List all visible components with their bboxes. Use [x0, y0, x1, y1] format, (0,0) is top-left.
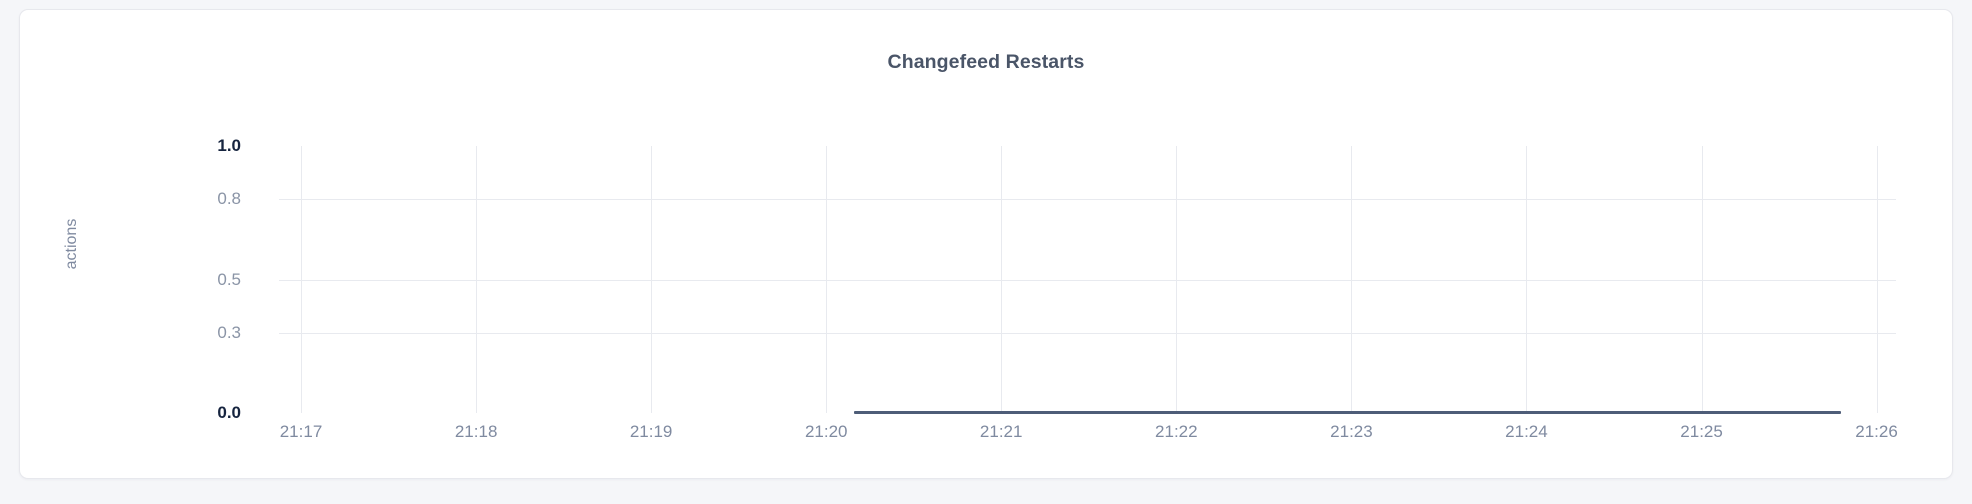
changefeed-restarts-chart-card: Changefeed Restarts actions 1.0 0.8 0.5 0.3…	[19, 9, 1953, 479]
series-line-restarts	[853, 411, 1841, 414]
x-axis-tick-label: 21:23	[1330, 422, 1373, 441]
x-axis-tick-label: 21:20	[804, 422, 848, 441]
x-axis-tick-label: 21:17	[279, 422, 323, 441]
horizontal-gridline-stub	[279, 332, 301, 334]
x-axis-tick-label: 21:19	[629, 422, 673, 441]
horizontal-gridline-stub	[279, 279, 301, 281]
y-axis-tick-label: 0.8	[217, 189, 241, 209]
y-axis-title: actions	[63, 218, 80, 270]
page-title: Changefeed Restarts	[887, 51, 1085, 73]
horizontal-gridline	[301, 199, 1896, 201]
x-axis-tick-label: 21:24	[1505, 422, 1548, 441]
horizontal-gridline-stub	[279, 199, 301, 201]
y-axis-tick-label: 0.0	[217, 403, 241, 422]
x-axis-tick-labels: 21:17 21:18 21:19 21:20 21:21 21:22 21:23 21:24…	[280, 422, 1898, 452]
x-axis-tick-label: 21:21	[979, 422, 1023, 441]
x-axis-tick-label: 21:18	[454, 422, 498, 441]
horizontal-gridline	[301, 279, 1896, 281]
x-axis-tick-label: 21:25	[1680, 422, 1723, 441]
y-axis-tick-labels: 1.0 0.8 0.5 0.3 0.0	[121, 136, 241, 422]
horizontal-gridline	[301, 332, 1896, 334]
y-axis-tick-label: 0.5	[217, 269, 241, 289]
y-axis-tick-label: 0.3	[217, 322, 241, 342]
plot-area	[279, 146, 1896, 414]
x-axis-tick-label: 21:26	[1855, 422, 1898, 441]
y-axis-tick-label: 1.0	[217, 136, 241, 155]
x-axis-tick-label: 21:22	[1155, 422, 1198, 441]
